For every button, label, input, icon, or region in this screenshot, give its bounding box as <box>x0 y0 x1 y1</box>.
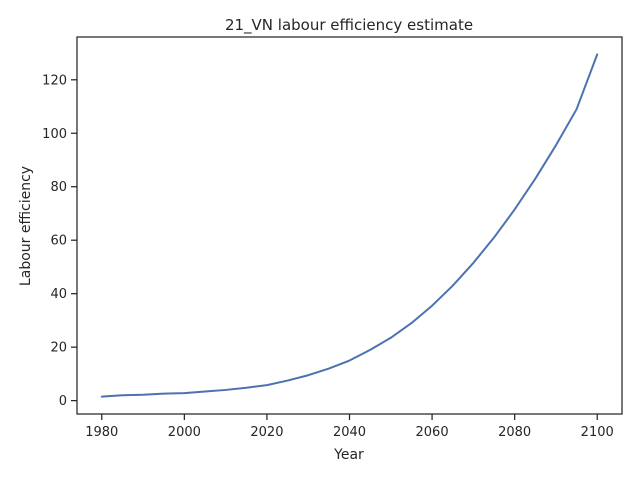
y-tick-label: 120 <box>42 73 67 88</box>
x-axis-label: Year <box>333 447 364 463</box>
y-tick-label: 40 <box>50 287 67 302</box>
y-axis-label: Labour efficiency <box>18 166 34 286</box>
y-tick-label: 80 <box>50 180 67 195</box>
plot-area <box>76 36 623 415</box>
x-tick-label: 2080 <box>498 425 531 440</box>
chart-title: 21_VN labour efficiency estimate <box>225 16 473 35</box>
y-tick-label: 60 <box>50 234 67 249</box>
x-tick-label: 1980 <box>85 425 118 440</box>
y-tick-label: 100 <box>42 127 67 142</box>
x-tick-label: 2040 <box>333 425 366 440</box>
y-axis-ticks: 0 20 40 60 80 100 120 <box>42 73 77 409</box>
x-tick-label: 2100 <box>581 425 614 440</box>
x-axis-ticks: 1980 2000 2020 2040 2060 2080 2100 <box>85 414 614 440</box>
x-tick-label: 2060 <box>416 425 449 440</box>
x-tick-label: 2000 <box>168 425 201 440</box>
y-tick-label: 20 <box>50 341 67 356</box>
series-line-0 <box>100 53 599 398</box>
y-tick-label: 0 <box>59 394 67 409</box>
x-tick-label: 2020 <box>250 425 283 440</box>
plot-frame <box>76 36 623 415</box>
